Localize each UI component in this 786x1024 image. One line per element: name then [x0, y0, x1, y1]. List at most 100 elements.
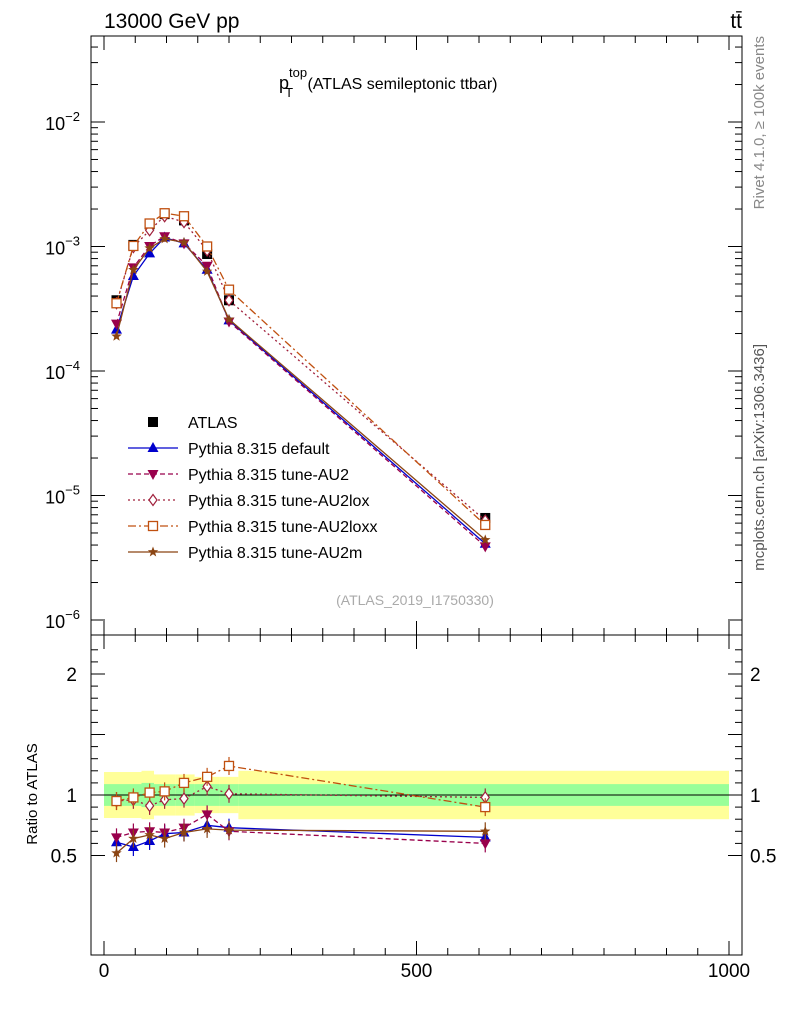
- ratio-point-au2m: [159, 833, 170, 844]
- data-point-au2: [223, 317, 235, 328]
- x-tick-label: 0: [99, 961, 110, 982]
- ratio-point-au2lox: [179, 792, 189, 806]
- legend-label-au2loxx: Pythia 8.315 tune-AU2loxx: [188, 519, 377, 536]
- ratio-point-au2lox: [224, 787, 234, 801]
- data-point-au2m: [178, 236, 190, 247]
- analysis-tag: (ATLAS_2019_I1750330): [336, 592, 494, 608]
- ratio-point-au2loxx: [111, 795, 122, 807]
- ratio-y-tick-label-right: 0.5: [750, 847, 776, 868]
- data-point-au2m: [223, 313, 235, 324]
- ratio-point-au2m: [144, 829, 155, 840]
- data-point-au2loxx: [159, 208, 170, 219]
- plot-title-main: p: [279, 73, 289, 93]
- data-point-au2m: [111, 330, 122, 341]
- ratio-point-au2loxx: [144, 787, 155, 798]
- ratio-point-au2: [111, 833, 122, 844]
- ratio-point-au2loxx: [201, 771, 213, 782]
- energy-label: 13000 GeV pp: [104, 10, 239, 33]
- ratio-point-au2m: [480, 825, 491, 836]
- process-label: tt̄: [730, 10, 742, 33]
- y-tick-label-base: 10: [45, 488, 65, 508]
- y-tick-label: 10−2: [45, 109, 80, 134]
- data-point-au2m: [128, 264, 139, 275]
- y-tick-label-exponent: −4: [65, 358, 80, 373]
- y-tick-label: 10−3: [45, 234, 80, 259]
- y-tick-label-exponent: −6: [65, 607, 80, 622]
- ratio-axis-label: Ratio to ATLAS: [24, 743, 41, 844]
- legend-marker-au2m: [147, 546, 159, 557]
- data-point-au2lox: [224, 293, 234, 307]
- y-tick-label-base: 10: [45, 363, 65, 383]
- series-line-au2m: [115, 238, 486, 541]
- ratio-point-au2m: [111, 847, 122, 858]
- ratio-point-au2m: [201, 823, 213, 834]
- data-point-default: [144, 247, 156, 258]
- data-point-au2: [479, 542, 491, 553]
- ratio-point-au2m: [223, 824, 235, 835]
- legend-label-au2m: Pythia 8.315 tune-AU2m: [188, 545, 362, 562]
- y-tick-label: 10−6: [45, 607, 80, 632]
- y-tick-label-base: 10: [45, 239, 65, 259]
- data-point-au2m: [159, 233, 170, 244]
- data-point-au2: [111, 319, 122, 330]
- legend-marker-default: [147, 442, 159, 452]
- x-axis: 0 500 1000: [99, 36, 750, 982]
- plot-title-sup: top: [289, 65, 307, 80]
- rivet-version-label: Rivet 4.1.0, ≥ 100k events: [751, 36, 768, 209]
- data-point-au2loxx: [480, 519, 491, 531]
- legend-label-atlas: ATLAS: [188, 415, 238, 432]
- legend-marker-au2: [147, 470, 159, 480]
- data-point-au2loxx: [201, 241, 213, 252]
- legend-marker-au2lox: [148, 493, 158, 507]
- ratio-y-tick-label-left: 0.5: [51, 847, 77, 868]
- ratio-y-tick-label-left: 1: [66, 786, 77, 807]
- ratio-panel-ticks: 0.5 0.5 1 1 2 2: [51, 649, 776, 868]
- main-panel-ticks: 10−210−310−410−510−6: [45, 46, 742, 632]
- data-point-au2loxx: [178, 211, 190, 222]
- legend-marker-au2loxx: [147, 520, 159, 532]
- ratio-point-au2lox: [202, 780, 212, 794]
- plot-title: ptop T (ATLAS semileptonic ttbar): [279, 65, 497, 100]
- legend-marker-atlas: [148, 417, 158, 427]
- ratio-point-au2loxx: [128, 792, 139, 803]
- legend-label-default: Pythia 8.315 default: [188, 441, 330, 458]
- data-point-au2loxx: [223, 284, 235, 295]
- data-point-au2loxx: [144, 218, 155, 229]
- ratio-y-tick-label-left: 2: [66, 665, 77, 686]
- data-point-au2m: [480, 534, 491, 545]
- plot-title-sub: T: [285, 85, 293, 100]
- main-panel-series: [111, 208, 491, 553]
- y-tick-label-exponent: −2: [65, 109, 80, 124]
- y-tick-label-base: 10: [45, 114, 65, 134]
- ratio-point-au2lox: [144, 799, 155, 813]
- ratio-point-au2: [201, 810, 213, 821]
- x-tick-label: 500: [401, 961, 433, 982]
- y-tick-label: 10−4: [45, 358, 80, 383]
- data-point-au2m: [201, 265, 213, 276]
- y-tick-label-base: 10: [45, 612, 65, 632]
- y-tick-label-exponent: −3: [65, 234, 80, 249]
- ratio-point-au2m: [178, 827, 190, 837]
- legend-label-au2lox: Pythia 8.315 tune-AU2lox: [188, 493, 369, 510]
- data-point-au2m: [144, 242, 155, 253]
- ratio-y-tick-label-right: 2: [750, 665, 761, 686]
- data-point-au2loxx: [128, 240, 139, 252]
- ratio-point-au2loxx: [159, 786, 170, 797]
- ratio-point-au2m: [128, 833, 139, 844]
- legend: ATLAS Pythia 8.315 default Pythia 8.315 tu…: [128, 415, 377, 562]
- ratio-y-tick-label-right: 1: [750, 786, 761, 807]
- x-tick-label: 1000: [708, 961, 750, 982]
- ratio-point-au2loxx: [480, 801, 491, 813]
- ratio-panel-series: [111, 756, 491, 863]
- ratio-point-au2loxx: [178, 777, 190, 789]
- mcplots-label: mcplots.cern.ch [arXiv:1306.3436]: [751, 344, 768, 571]
- plot-title-rest: (ATLAS semileptonic ttbar): [303, 76, 497, 93]
- y-tick-label: 10−5: [45, 483, 80, 508]
- data-point-au2loxx: [111, 298, 122, 309]
- y-tick-label-exponent: −5: [65, 483, 80, 498]
- series-line-au2: [115, 235, 486, 547]
- ratio-point-au2loxx: [223, 760, 235, 772]
- ratio-point-au2: [479, 839, 491, 850]
- legend-label-au2: Pythia 8.315 tune-AU2: [188, 467, 349, 484]
